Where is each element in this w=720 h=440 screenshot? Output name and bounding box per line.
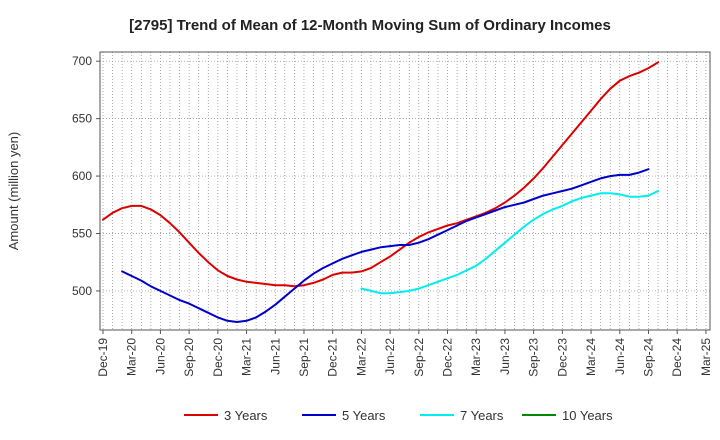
y-axis: 500 550 600 650 700 (72, 54, 100, 298)
y-tick-label: 600 (72, 169, 92, 183)
x-tick-label: Dec-21 (326, 338, 340, 377)
x-tick-label: Sep-23 (527, 338, 541, 377)
series-lines (102, 61, 660, 323)
x-tick-label: Dec-20 (211, 338, 225, 377)
series-line-3-years (102, 61, 660, 288)
x-tick-label: Dec-23 (555, 338, 569, 377)
series-line-5-years (121, 168, 650, 323)
y-tick-label: 500 (72, 284, 92, 298)
x-tick-label: Jun-23 (498, 338, 512, 375)
x-tick-label: Jun-21 (268, 338, 282, 375)
x-tick-label: Mar-21 (240, 338, 254, 376)
x-tick-label: Sep-22 (412, 338, 426, 377)
grid-lines (100, 52, 710, 330)
y-tick-label: 550 (72, 227, 92, 241)
legend-label-5-years: 5 Years (342, 408, 386, 423)
x-tick-label: Jun-20 (153, 338, 167, 375)
y-tick-label: 650 (72, 112, 92, 126)
x-tick-label: Mar-24 (584, 338, 598, 376)
x-tick-label: Sep-20 (182, 338, 196, 377)
x-tick-label: Jun-22 (383, 338, 397, 375)
x-tick-label: Mar-22 (354, 338, 368, 376)
x-tick-label: Jun-24 (613, 338, 627, 375)
legend-label-3-years: 3 Years (224, 408, 268, 423)
x-tick-label: Dec-24 (670, 338, 684, 377)
x-tick-label: Sep-24 (641, 338, 655, 377)
plot-area (99, 51, 711, 331)
legend: 3 Years 5 Years 7 Years 10 Years (184, 408, 613, 423)
x-tick-label: Mar-25 (699, 338, 713, 376)
series-line-7-years (360, 190, 660, 295)
x-tick-label: Dec-22 (441, 338, 455, 377)
legend-label-7-years: 7 Years (460, 408, 504, 423)
y-axis-label: Amount (million yen) (6, 132, 21, 251)
x-tick-label: Mar-23 (469, 338, 483, 376)
y-tick-label: 700 (72, 54, 92, 68)
x-tick-label: Dec-19 (96, 338, 110, 377)
x-tick-label: Sep-21 (297, 338, 311, 377)
x-tick-label: Mar-20 (125, 338, 139, 376)
x-axis: Dec-19 Mar-20 Jun-20 Sep-20 Dec-20 Mar-21 Jun-… (96, 330, 713, 377)
legend-label-10-years: 10 Years (562, 408, 613, 423)
chart-title: [2795] Trend of Mean of 12-Month Moving … (129, 17, 611, 34)
